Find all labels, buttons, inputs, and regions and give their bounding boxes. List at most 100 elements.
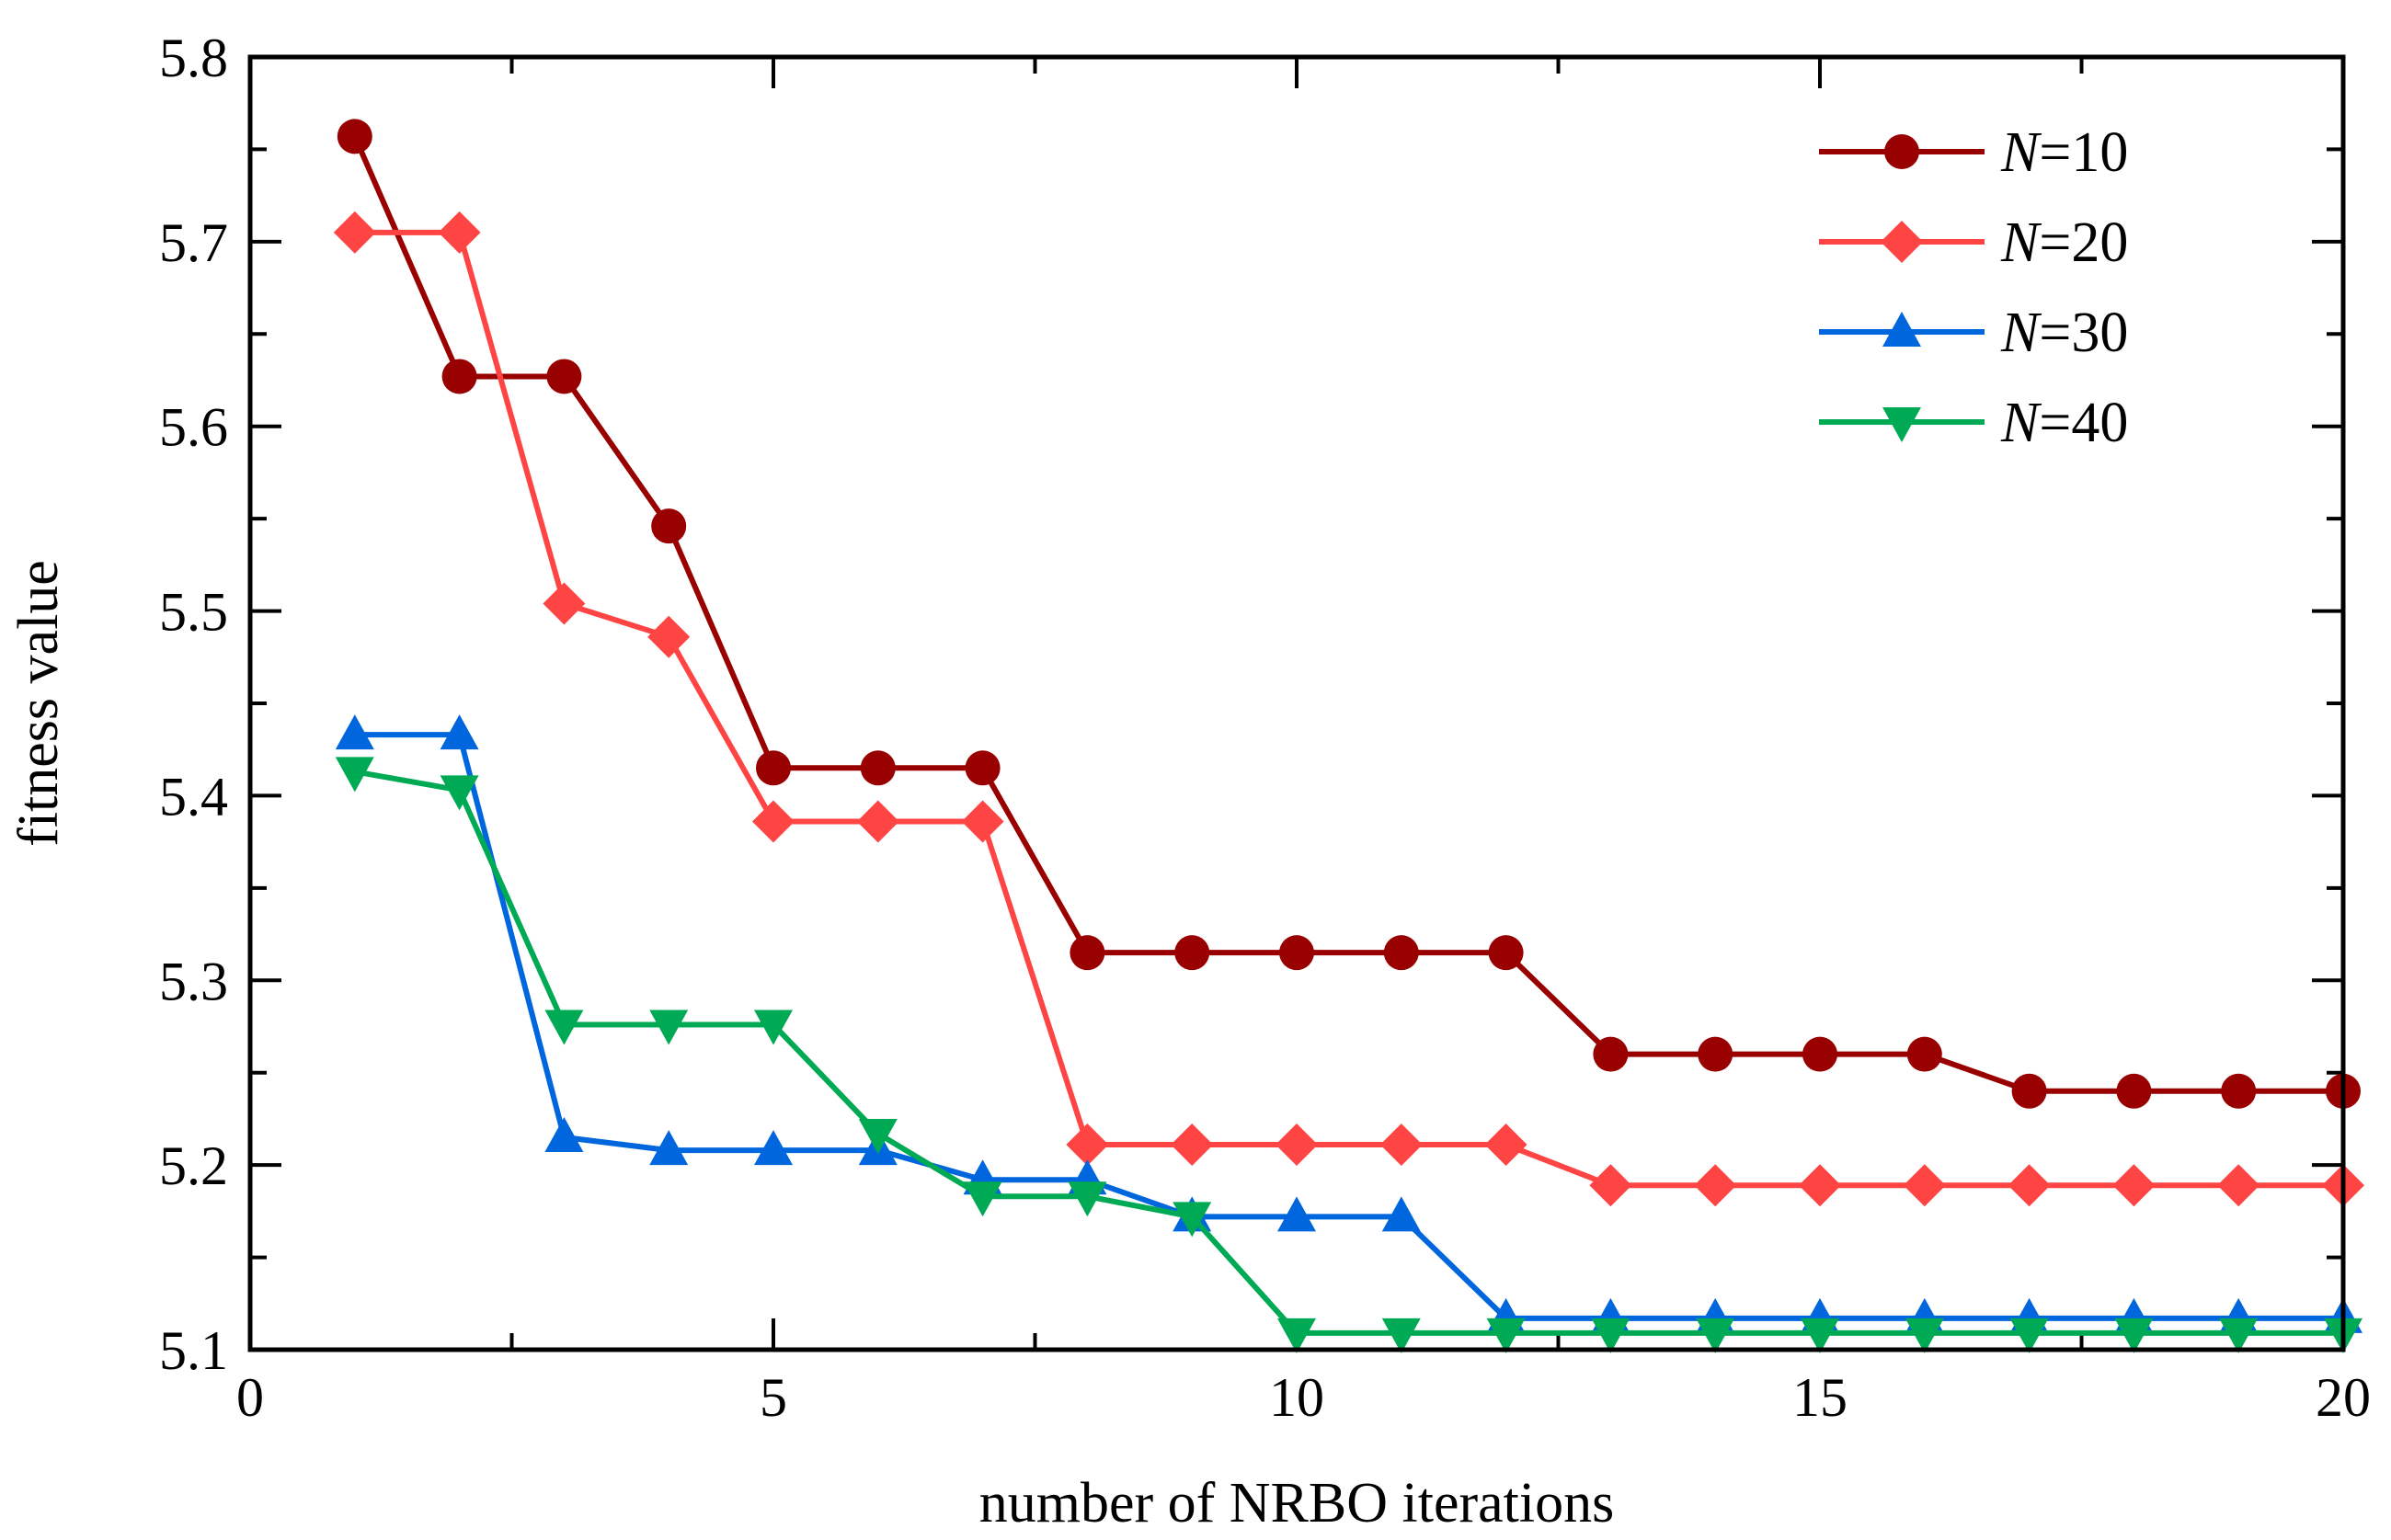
data-point bbox=[1694, 1164, 1737, 1207]
data-point bbox=[1066, 1124, 1109, 1167]
legend-marker bbox=[1882, 407, 1921, 442]
y-tick-label: 5.8 bbox=[159, 28, 228, 88]
series-n-10 bbox=[337, 119, 2361, 1109]
data-point bbox=[546, 359, 582, 394]
data-point bbox=[860, 750, 896, 786]
data-point bbox=[2011, 1073, 2047, 1109]
data-point bbox=[2219, 1318, 2259, 1353]
data-point bbox=[1486, 1318, 1526, 1353]
y-tick-label: 5.1 bbox=[159, 1320, 228, 1381]
data-point bbox=[754, 1130, 793, 1166]
series-n-40 bbox=[335, 757, 2362, 1353]
legend-entry: N=20 bbox=[1819, 211, 2128, 274]
data-point bbox=[649, 1130, 689, 1166]
data-point bbox=[961, 800, 1004, 843]
data-point bbox=[333, 211, 376, 254]
plot-area-frame bbox=[247, 54, 2346, 1352]
legend-entry: N=40 bbox=[1819, 392, 2128, 454]
data-point bbox=[2221, 1073, 2257, 1109]
data-point bbox=[441, 359, 477, 394]
data-point bbox=[1488, 935, 1524, 971]
data-point bbox=[1277, 1318, 1316, 1353]
series-n-20 bbox=[333, 211, 2364, 1207]
data-point bbox=[1802, 1036, 1837, 1072]
data-point bbox=[335, 714, 374, 750]
data-point bbox=[1070, 935, 1105, 971]
data-point bbox=[1173, 1202, 1212, 1238]
y-axis-title: fitness value bbox=[7, 560, 70, 847]
data-point bbox=[754, 1010, 793, 1045]
data-point bbox=[1906, 1036, 1942, 1072]
y-tick-label: 5.3 bbox=[159, 951, 228, 1011]
legend-label: N=20 bbox=[2000, 211, 2128, 274]
series-line bbox=[352, 135, 2343, 1094]
legend-entry: N=30 bbox=[1819, 302, 2128, 364]
data-point bbox=[1174, 935, 1210, 971]
data-point bbox=[1279, 935, 1314, 971]
data-point bbox=[544, 1117, 584, 1153]
data-point bbox=[1171, 1124, 1214, 1167]
data-point bbox=[1591, 1318, 1630, 1353]
data-point bbox=[856, 800, 899, 843]
legend: N=10 N=20 N=30 N=40 bbox=[1819, 121, 2128, 454]
data-point bbox=[2009, 1318, 2049, 1353]
series-line bbox=[354, 769, 2343, 1336]
data-point bbox=[1277, 1196, 1316, 1232]
data-point bbox=[963, 1181, 1002, 1217]
data-point bbox=[1696, 1318, 1735, 1353]
data-point bbox=[1698, 1036, 1733, 1072]
data-point bbox=[438, 211, 481, 254]
legend-marker bbox=[1884, 134, 1919, 169]
data-point bbox=[965, 750, 1001, 786]
data-point bbox=[2112, 1164, 2156, 1207]
data-point bbox=[1381, 1196, 1421, 1232]
data-point bbox=[543, 582, 586, 625]
data-point bbox=[1905, 1318, 1944, 1353]
data-point bbox=[544, 1010, 584, 1045]
y-tick-label: 5.2 bbox=[159, 1135, 228, 1196]
data-point bbox=[337, 119, 372, 154]
x-tick-label: 5 bbox=[760, 1367, 787, 1428]
data-point bbox=[1801, 1318, 1839, 1353]
data-point bbox=[1381, 1318, 1421, 1353]
legend-marker bbox=[1881, 221, 1923, 263]
x-axis-title: number of NRBO iterations bbox=[979, 1472, 1615, 1534]
y-tick-label: 5.6 bbox=[159, 397, 228, 458]
data-point bbox=[1799, 1164, 1841, 1207]
data-point bbox=[2114, 1318, 2154, 1353]
x-tick-label: 0 bbox=[236, 1367, 264, 1428]
data-point bbox=[2008, 1164, 2051, 1207]
data-point bbox=[651, 508, 687, 544]
data-point bbox=[647, 615, 691, 658]
y-tick-label: 5.5 bbox=[159, 582, 228, 643]
x-tick-label: 10 bbox=[1269, 1367, 1324, 1428]
legend-marker bbox=[1882, 312, 1921, 347]
legend-label: N=40 bbox=[2000, 392, 2128, 454]
data-point bbox=[1276, 1124, 1318, 1167]
y-tick-label: 5.7 bbox=[159, 212, 228, 273]
series-line bbox=[354, 229, 2343, 1189]
legend-entry: N=10 bbox=[1819, 121, 2128, 184]
data-point bbox=[1903, 1164, 1946, 1207]
data-point bbox=[440, 775, 479, 811]
data-point bbox=[1068, 1181, 1107, 1217]
x-tick-label: 20 bbox=[2316, 1367, 2371, 1428]
series-lines bbox=[333, 119, 2364, 1353]
y-tick-label: 5.4 bbox=[159, 766, 228, 827]
data-point bbox=[2116, 1073, 2152, 1109]
data-point bbox=[1379, 1124, 1423, 1167]
data-point bbox=[1593, 1036, 1629, 1072]
data-point bbox=[858, 1118, 898, 1154]
x-tick-label: 15 bbox=[1792, 1367, 1848, 1428]
data-point bbox=[1589, 1164, 1632, 1207]
data-point bbox=[756, 750, 791, 786]
legend-label: N=10 bbox=[2000, 121, 2128, 184]
data-point bbox=[1484, 1124, 1527, 1167]
legend-label: N=30 bbox=[2000, 302, 2128, 364]
data-point bbox=[649, 1010, 689, 1045]
data-point bbox=[752, 800, 795, 843]
data-point bbox=[1383, 935, 1419, 971]
data-point bbox=[335, 757, 374, 793]
data-point bbox=[2217, 1164, 2260, 1207]
